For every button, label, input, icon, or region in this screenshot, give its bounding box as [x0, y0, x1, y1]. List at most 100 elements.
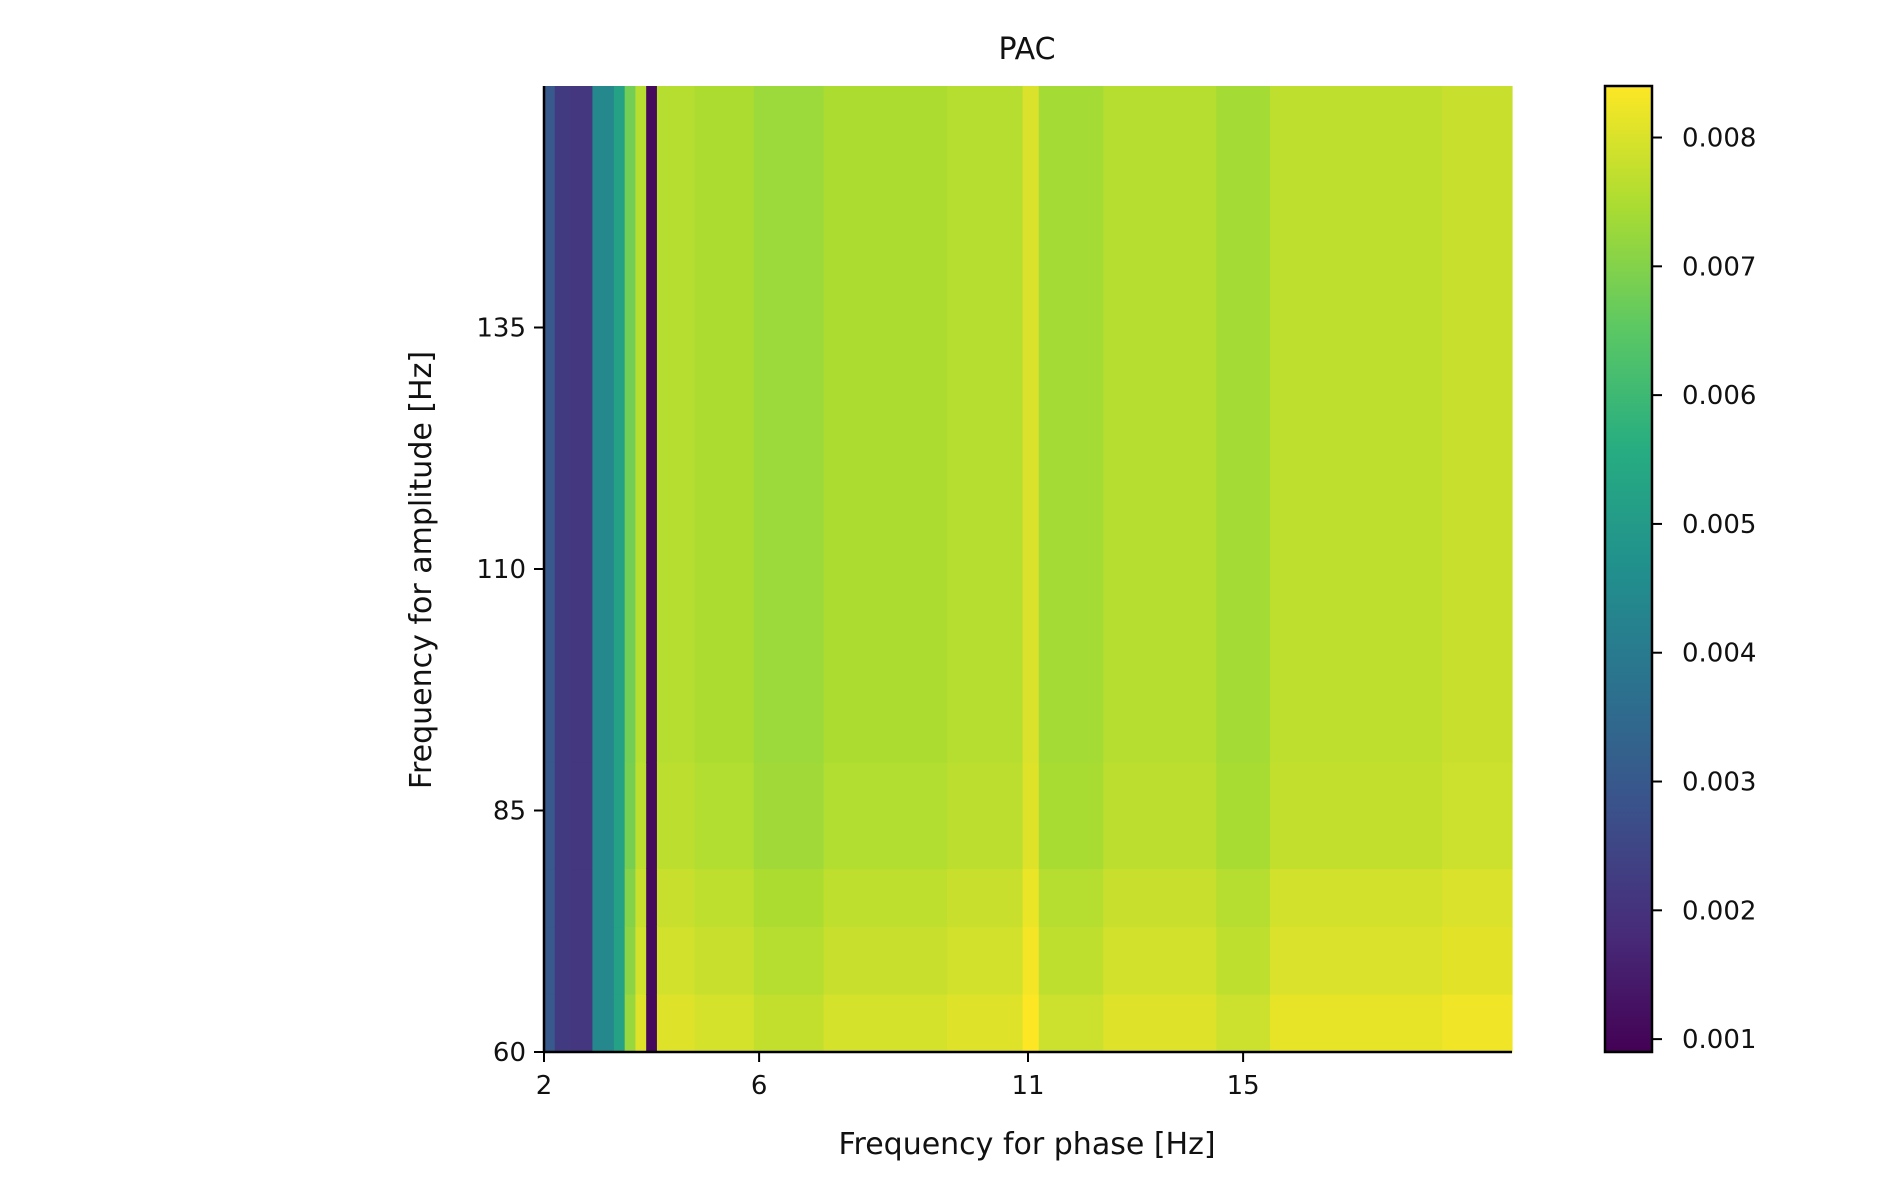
heatmap-cell-5-4	[624, 86, 637, 763]
heatmap-cell-3-2	[592, 868, 615, 928]
heatmap-cell-12-2	[947, 868, 1024, 928]
colorbar	[1603, 84, 1654, 1054]
colorbar-tick-label-7: 0.008	[1682, 124, 1756, 154]
heatmap-cell-11-0	[823, 994, 948, 1053]
heatmap-cell-6-2	[635, 868, 647, 928]
colorbar-tick-label-5: 0.006	[1682, 381, 1756, 411]
heatmap-cell-8-0	[656, 994, 696, 1053]
heatmap-cell-9-4	[694, 86, 755, 763]
heatmap-cell-12-3	[947, 762, 1024, 870]
heatmap-cell-4-0	[613, 994, 626, 1053]
heatmap-cell-15-2	[1103, 868, 1217, 928]
heatmap-cell-13-3	[1022, 762, 1040, 870]
heatmap-cell-0-2	[544, 868, 556, 928]
heatmap-cell-4-3	[613, 762, 626, 870]
x-tick-label-11: 11	[1011, 1071, 1044, 1101]
heatmap-cell-8-3	[656, 762, 696, 870]
heatmap-cell-4-1	[613, 926, 626, 995]
heatmap-cell-4-2	[613, 868, 626, 928]
heatmap-cell-12-0	[947, 994, 1024, 1053]
heatmap-cell-11-1	[823, 926, 948, 995]
heatmap-cell-13-4	[1022, 86, 1040, 763]
heatmap-cell-18-4	[1442, 86, 1513, 763]
heatmap-cell-17-0	[1270, 994, 1443, 1053]
heatmap-cell-17-3	[1270, 762, 1443, 870]
colorbar-tick-label-2: 0.003	[1682, 768, 1756, 798]
x-tick-label-6: 6	[751, 1071, 768, 1101]
heatmap-cell-5-0	[624, 994, 637, 1053]
heatmap-cell-9-1	[694, 926, 755, 995]
heatmap-cell-2-1	[570, 926, 593, 995]
heatmap-cell-6-3	[635, 762, 647, 870]
y-axis-label: Frequency for amplitude [Hz]	[404, 351, 439, 789]
heatmap-cell-11-4	[823, 86, 948, 763]
heatmap-cell-8-4	[656, 86, 696, 763]
heatmap-cell-9-0	[694, 994, 755, 1053]
heatmap-cell-0-1	[544, 926, 556, 995]
heatmap-cell-12-1	[947, 926, 1024, 995]
heatmap-cell-11-2	[823, 868, 948, 928]
y-tick-label-135: 135	[476, 314, 526, 344]
heatmap-cell-2-3	[570, 762, 593, 870]
heatmap-cell-13-2	[1022, 868, 1040, 928]
heatmap-cell-1-3	[554, 762, 572, 870]
heatmap-cell-5-1	[624, 926, 637, 995]
heatmap-cell-1-0	[554, 994, 572, 1053]
colorbar-tick-label-4: 0.005	[1682, 510, 1756, 540]
heatmap-cell-8-1	[656, 926, 696, 995]
x-axis-label: Frequency for phase [Hz]	[838, 1127, 1215, 1162]
y-tick-label-85: 85	[493, 797, 526, 827]
x-tick-label-15: 15	[1227, 1071, 1260, 1101]
heatmap-cell-5-3	[624, 762, 637, 870]
heatmap-cell-11-3	[823, 762, 948, 870]
heatmap-cell-2-0	[570, 994, 593, 1053]
colorbar-tick-label-0: 0.001	[1682, 1025, 1756, 1055]
heatmap-plot-area	[544, 86, 1513, 1053]
heatmap-cell-14-3	[1038, 762, 1104, 870]
heatmap-cell-3-4	[592, 86, 615, 763]
heatmap-cell-0-0	[544, 994, 556, 1053]
heatmap-cell-7-1	[646, 926, 658, 995]
y-axis-ticks: 60 85 110 135	[476, 314, 544, 1068]
heatmap-cell-3-3	[592, 762, 615, 870]
heatmap-cell-7-2	[646, 868, 658, 928]
heatmap-cell-18-0	[1442, 994, 1513, 1053]
colorbar-ticks: 0.001 0.002 0.003 0.004 0.005 0.006 0.007 0.008	[1652, 124, 1756, 1055]
heatmap-cell-10-2	[753, 868, 825, 928]
heatmap-cell-12-4	[947, 86, 1024, 763]
heatmap-cell-8-2	[656, 868, 696, 928]
heatmap-cell-14-0	[1038, 994, 1104, 1053]
heatmap-cell-5-2	[624, 868, 637, 928]
heatmap-cell-6-1	[635, 926, 647, 995]
heatmap-cell-2-2	[570, 868, 593, 928]
heatmap-cell-1-2	[554, 868, 572, 928]
x-axis-ticks: 2 6 11 15	[536, 1052, 1260, 1101]
heatmap-cell-17-1	[1270, 926, 1443, 995]
heatmap-cell-17-2	[1270, 868, 1443, 928]
chart-title: PAC	[998, 32, 1055, 67]
heatmap-cell-15-1	[1103, 926, 1217, 995]
heatmap-cell-0-3	[544, 762, 556, 870]
colorbar-tick-label-1: 0.002	[1682, 896, 1756, 926]
heatmap-cell-7-4	[646, 86, 658, 763]
heatmap-cell-16-0	[1216, 994, 1271, 1053]
heatmap-cell-15-3	[1103, 762, 1217, 870]
heatmap-cell-17-4	[1270, 86, 1443, 763]
heatmap-cell-18-2	[1442, 868, 1513, 928]
colorbar-tick-label-6: 0.007	[1682, 252, 1756, 282]
heatmap-cell-7-0	[646, 994, 658, 1053]
heatmap-cell-2-4	[570, 86, 593, 763]
heatmap-cell-6-4	[635, 86, 647, 763]
heatmap-cell-16-2	[1216, 868, 1271, 928]
heatmap-cell-13-0	[1022, 994, 1040, 1053]
colorbar-tick-label-3: 0.004	[1682, 639, 1756, 669]
heatmap-cell-14-4	[1038, 86, 1104, 763]
heatmap-cell-14-1	[1038, 926, 1104, 995]
heatmap-cell-16-4	[1216, 86, 1271, 763]
heatmap-cell-7-3	[646, 762, 658, 870]
heatmap-cell-4-4	[613, 86, 626, 763]
x-tick-label-2: 2	[536, 1071, 553, 1101]
heatmap-cell-3-1	[592, 926, 615, 995]
heatmap-cell-3-0	[592, 994, 615, 1053]
